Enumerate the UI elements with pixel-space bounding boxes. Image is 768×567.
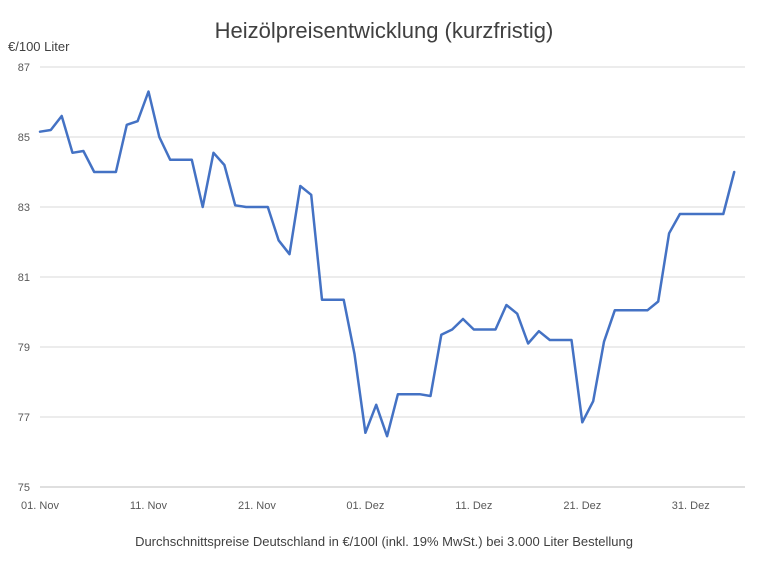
- y-tick-label: 79: [18, 342, 30, 354]
- x-tick-label: 21. Nov: [238, 500, 276, 512]
- chart-title: Heizölpreisentwicklung (kurzfristig): [214, 18, 554, 43]
- gridlines: [40, 66, 745, 488]
- y-tick-label: 77: [18, 412, 30, 424]
- y-axis-ticks: 75 77 79 81 83 85 87: [18, 62, 30, 494]
- y-tick-label: 87: [18, 62, 30, 74]
- x-tick-label: 01. Dez: [346, 500, 384, 512]
- chart-caption: Durchschnittspreise Deutschland in €/100…: [135, 534, 633, 549]
- y-axis-unit-label: €/100 Liter: [8, 39, 70, 54]
- x-tick-label: 31. Dez: [672, 500, 710, 512]
- x-tick-label: 11. Dez: [455, 500, 492, 512]
- x-tick-label: 01. Nov: [21, 500, 59, 512]
- y-tick-label: 85: [18, 132, 30, 144]
- series-line-0: [38, 90, 736, 438]
- series-group: [38, 90, 736, 438]
- y-tick-label: 81: [18, 272, 30, 284]
- y-tick-label: 83: [18, 202, 30, 214]
- x-tick-label: 21. Dez: [563, 500, 601, 512]
- y-tick-label: 75: [18, 482, 30, 494]
- x-axis-ticks: 01. Nov 11. Nov 21. Nov 01. Dez 11. Dez 21. D…: [21, 500, 710, 512]
- x-tick-label: 11. Nov: [130, 500, 168, 512]
